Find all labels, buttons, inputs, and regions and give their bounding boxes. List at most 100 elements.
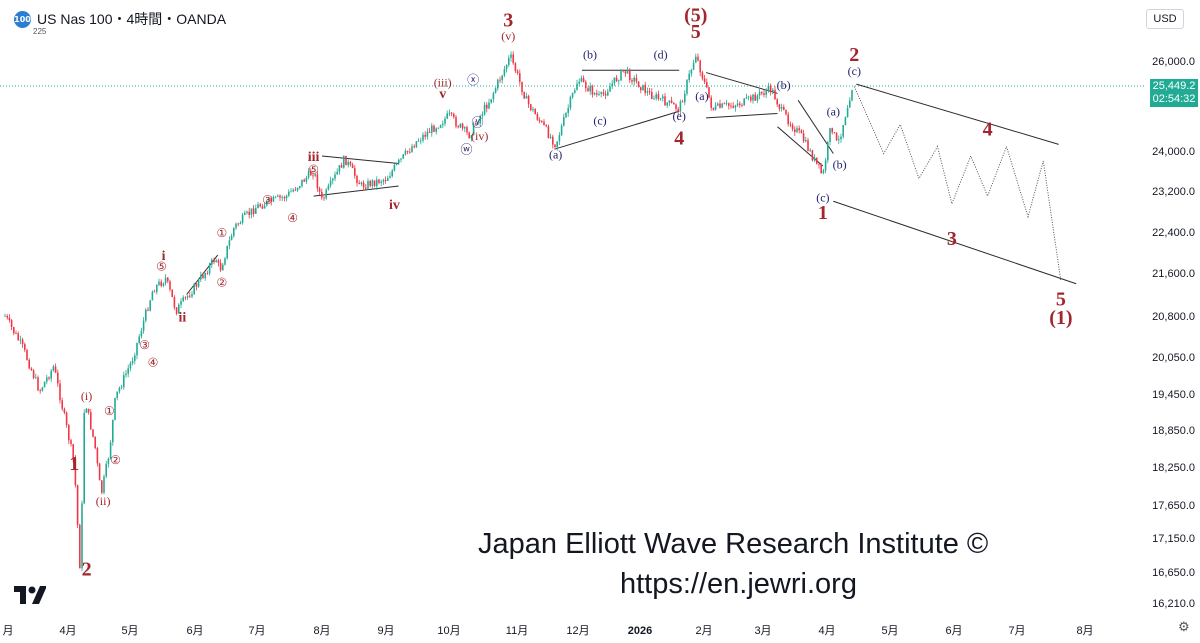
trendline [856,83,1059,145]
candle-body [186,295,189,298]
candle-body [343,155,345,168]
candle-body [57,372,59,384]
candle-body [750,96,752,101]
candle-body [534,109,536,115]
candle-body [402,154,404,159]
candle-body [72,444,74,459]
candle-body [356,175,358,184]
candle-body [851,90,853,101]
candle-body [574,90,576,93]
candle-body [472,123,475,136]
candle-body [633,77,635,82]
candle-body [543,121,545,126]
candle-body [48,377,50,379]
candle-body [818,163,820,165]
candle-body [63,408,66,413]
candle-body [464,127,466,129]
candle-body [195,283,198,287]
candle-body [26,349,28,360]
candle-body [486,104,488,109]
symbol-title[interactable]: US Nas 100・4時間・OANDA [37,11,227,27]
candle-body [554,144,556,148]
candle-body [215,260,217,263]
candle-body [21,339,24,345]
nasdaq-100-icon: 100 [14,10,31,28]
tradingview-logo-icon[interactable] [14,586,47,609]
candle-body [226,245,228,259]
x-tick-label: 月 [3,625,14,637]
price-axis[interactable]: 26,000.025,200.024,000.023,200.022,400.0… [1152,56,1195,610]
wave-label: (b) [833,158,847,172]
candle-body [19,339,22,341]
candle-body [83,412,85,504]
candle-body [129,363,132,369]
currency-selector[interactable]: USD [1146,9,1184,29]
candle-body [323,197,325,199]
candle-body [813,157,816,161]
wave-label: (a) [549,148,562,162]
trendlines [186,69,1077,295]
candle-body [778,104,781,109]
candle-body [255,208,257,214]
x-tick-label: 4月 [818,625,835,637]
candle-body [840,136,842,140]
candle-body [824,160,827,171]
candle-body [147,309,149,311]
candle-body [523,92,525,99]
candle-body [107,458,110,464]
candle-body [112,419,114,443]
candle-body [846,107,849,118]
candle-body [470,135,473,139]
wave-label: ⓨ [472,116,484,130]
gear-icon[interactable]: ⚙ [1178,619,1190,634]
candle-body [406,150,409,152]
candle-body [450,112,453,114]
candle-body [413,146,415,148]
candle-body [620,69,622,81]
candle-body [299,186,301,188]
candle-body [549,136,552,138]
candle-body [52,366,55,371]
x-tick-label: 6月 [945,625,962,637]
candle-body [35,377,37,379]
candle-body [39,390,41,392]
candle-body [446,113,448,119]
symbol-header[interactable]: 100 US Nas 100・4時間・OANDA [14,9,226,29]
candle-body [169,281,171,290]
x-tick-label: 4月 [59,625,76,637]
candle-body [631,80,633,82]
candle-body [373,180,376,187]
candle-body [351,164,354,168]
candle-body [4,315,6,317]
candle-body [791,124,794,130]
candle-body [241,214,244,223]
wave-label: iii [308,150,320,165]
candle-body [505,65,508,70]
time-axis[interactable]: 月 4月 5月 6月 7月 8月 9月 10月 11月 12月 2026 2月 3月 4月 5月 6月 7月 8月 [3,625,1094,637]
candle-body [796,128,798,133]
candle-body [820,164,822,174]
candle-body [457,126,459,128]
candle-body [292,189,294,192]
candle-body [681,101,684,103]
candle-body [94,436,96,449]
candle-body [70,440,72,445]
candle-body [488,102,490,109]
wave-label: (b) [583,48,597,62]
candle-body [329,180,332,186]
candle-body [677,109,679,112]
candle-body [466,127,468,133]
candle-body [624,71,627,74]
candle-body [598,93,600,95]
candle-body [59,383,61,401]
candle-body [752,94,754,101]
candle-body [714,105,717,110]
candle-body [360,182,363,185]
candle-body [754,94,756,101]
candle-body [508,57,510,66]
candle-body [747,96,750,98]
wave-label: (c) [593,114,606,128]
candle-body [384,179,387,181]
candle-body [140,330,143,337]
